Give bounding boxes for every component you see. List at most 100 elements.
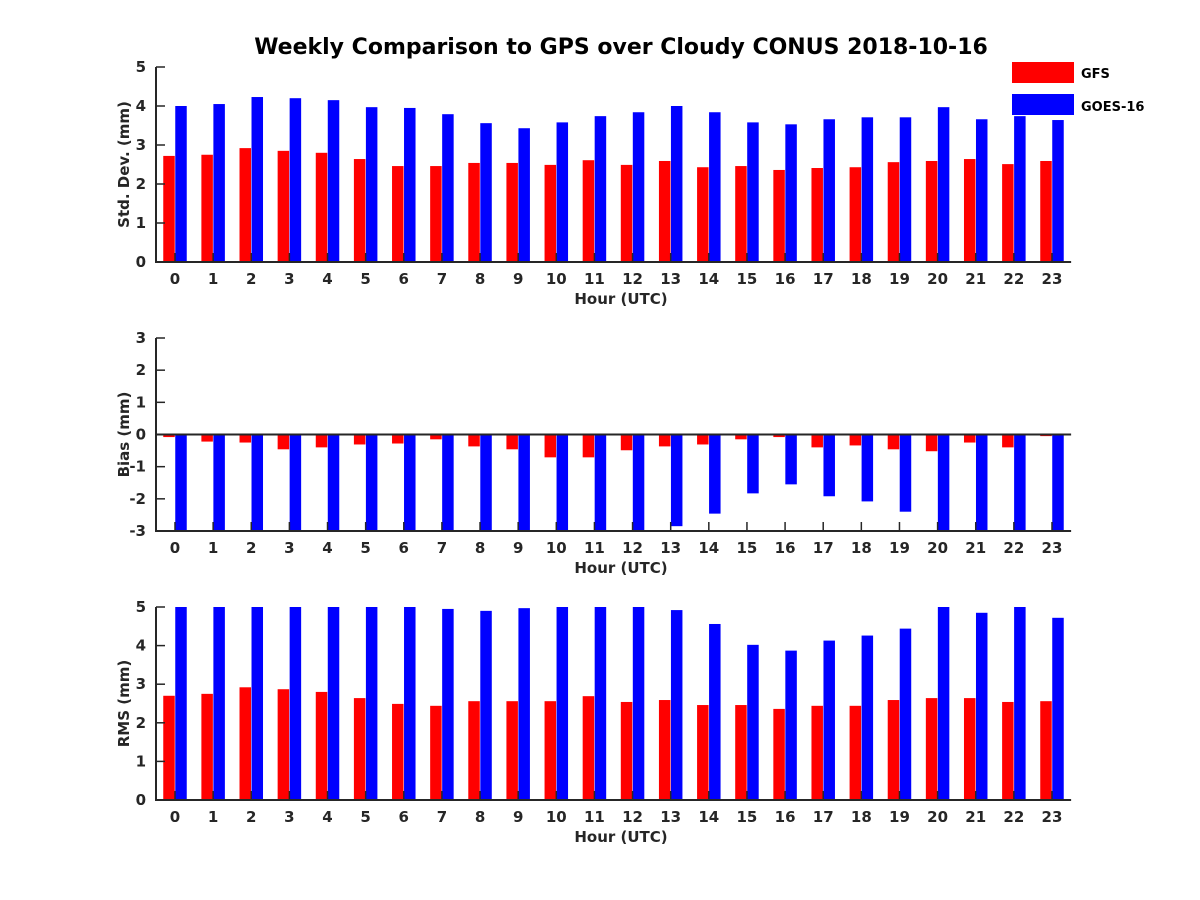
legend-label-gfs: GFS (1081, 67, 1110, 82)
x-tick-label: 12 (622, 270, 643, 288)
bar-goes16-hour-14 (709, 623, 721, 800)
y-tick-label: 0 (136, 791, 146, 809)
bar-goes16-hour-8 (480, 434, 492, 531)
bar-gfs-hour-11 (582, 696, 595, 800)
bar-goes16-hour-22 (1014, 607, 1026, 800)
x-tick-label: 2 (246, 270, 256, 288)
bar-goes16-hour-15 (747, 434, 759, 494)
bar-goes16-hour-11 (594, 607, 607, 800)
bar-goes16-hour-10 (556, 122, 569, 262)
x-tick-label: 22 (1003, 270, 1024, 288)
x-tick-label: 9 (513, 808, 523, 826)
x-tick-label: 7 (437, 808, 447, 826)
bar-gfs-hour-16 (773, 708, 785, 800)
x-axis-label: Hour (UTC) (574, 828, 667, 846)
x-tick-label: 11 (584, 270, 605, 288)
x-tick-label: 20 (927, 808, 948, 826)
x-tick-label: 21 (965, 539, 986, 557)
x-tick-label: 7 (437, 539, 447, 557)
bar-goes16-hour-7 (442, 434, 454, 531)
bar-gfs-hour-17 (811, 168, 823, 262)
y-tick-label: 4 (136, 637, 146, 655)
y-tick-label: 2 (136, 361, 146, 379)
bar-gfs-hour-15 (735, 434, 747, 440)
bar-gfs-hour-15 (735, 166, 747, 262)
bar-goes16-hour-7 (442, 114, 454, 262)
bar-goes16-hour-12 (632, 434, 645, 531)
x-tick-label: 8 (475, 270, 485, 288)
bar-gfs-hour-4 (315, 434, 328, 448)
bar-gfs-hour-5 (353, 159, 366, 262)
chart-legend: GFS GOES-16 (1012, 62, 1144, 115)
x-tick-label: 8 (475, 539, 485, 557)
bar-gfs-hour-14 (697, 434, 709, 445)
x-tick-label: 4 (322, 539, 332, 557)
bar-gfs-hour-9 (506, 434, 518, 450)
x-tick-label: 16 (775, 270, 796, 288)
bar-goes16-hour-0 (175, 607, 187, 800)
bar-goes16-hour-23 (1052, 434, 1064, 531)
bar-gfs-hour-12 (620, 164, 633, 262)
x-tick-label: 6 (399, 539, 409, 557)
bar-gfs-hour-8 (468, 434, 480, 447)
y-tick-label: 3 (136, 136, 146, 154)
bar-gfs-hour-2 (239, 687, 252, 800)
bar-goes16-hour-6 (404, 434, 416, 531)
bar-gfs-hour-22 (1002, 434, 1014, 448)
x-tick-label: 16 (775, 808, 796, 826)
bar-gfs-hour-8 (468, 701, 480, 800)
bar-gfs-hour-1 (201, 434, 213, 442)
bar-gfs-hour-1 (201, 693, 213, 800)
x-axis-label: Hour (UTC) (574, 290, 667, 308)
x-tick-label: 5 (360, 539, 370, 557)
y-axis-label: Bias (mm) (115, 392, 133, 478)
y-axis-label: RMS (mm) (115, 660, 133, 747)
bar-goes16-hour-13 (670, 106, 683, 262)
bar-goes16-hour-9 (518, 128, 530, 262)
bar-goes16-hour-3 (289, 98, 302, 262)
bar-goes16-hour-13 (670, 610, 683, 800)
x-tick-label: 10 (546, 808, 567, 826)
x-tick-label: 12 (622, 808, 643, 826)
x-tick-label: 11 (584, 539, 605, 557)
x-tick-label: 15 (737, 270, 758, 288)
y-tick-label: 3 (136, 675, 146, 693)
bar-gfs-hour-7 (430, 434, 442, 440)
bar-gfs-hour-10 (544, 434, 557, 458)
bar-goes16-hour-12 (632, 607, 645, 800)
x-tick-label: 16 (775, 539, 796, 557)
x-tick-label: 14 (698, 539, 719, 557)
bar-gfs-hour-12 (620, 434, 633, 451)
x-tick-label: 3 (284, 539, 294, 557)
x-tick-label: 1 (208, 539, 218, 557)
x-tick-label: 19 (889, 270, 910, 288)
bar-gfs-hour-9 (506, 701, 518, 800)
bar-gfs-hour-6 (392, 434, 404, 444)
bar-goes16-hour-6 (404, 107, 416, 262)
x-tick-label: 17 (813, 808, 834, 826)
x-tick-label: 14 (698, 270, 719, 288)
y-tick-label: 0 (136, 426, 146, 444)
x-tick-label: 13 (660, 270, 681, 288)
bar-goes16-hour-20 (937, 107, 950, 262)
bar-gfs-hour-13 (658, 434, 671, 447)
x-tick-label: 3 (284, 270, 294, 288)
x-tick-label: 23 (1042, 539, 1063, 557)
bar-gfs-hour-19 (887, 700, 900, 800)
bar-goes16-hour-17 (823, 434, 835, 497)
bar-goes16-hour-16 (785, 650, 797, 800)
y-tick-label: 1 (136, 393, 146, 411)
bar-goes16-hour-17 (823, 640, 835, 800)
x-tick-label: 9 (513, 270, 523, 288)
bar-goes16-hour-19 (899, 628, 912, 800)
bar-gfs-hour-7 (430, 705, 442, 800)
bar-gfs-hour-20 (925, 434, 938, 452)
bar-goes16-hour-10 (556, 434, 569, 531)
x-tick-label: 1 (208, 270, 218, 288)
bar-goes16-hour-11 (594, 434, 607, 531)
bar-gfs-hour-8 (468, 162, 480, 262)
x-tick-label: 0 (170, 539, 180, 557)
bar-gfs-hour-5 (353, 434, 366, 445)
bar-goes16-hour-1 (213, 607, 225, 800)
